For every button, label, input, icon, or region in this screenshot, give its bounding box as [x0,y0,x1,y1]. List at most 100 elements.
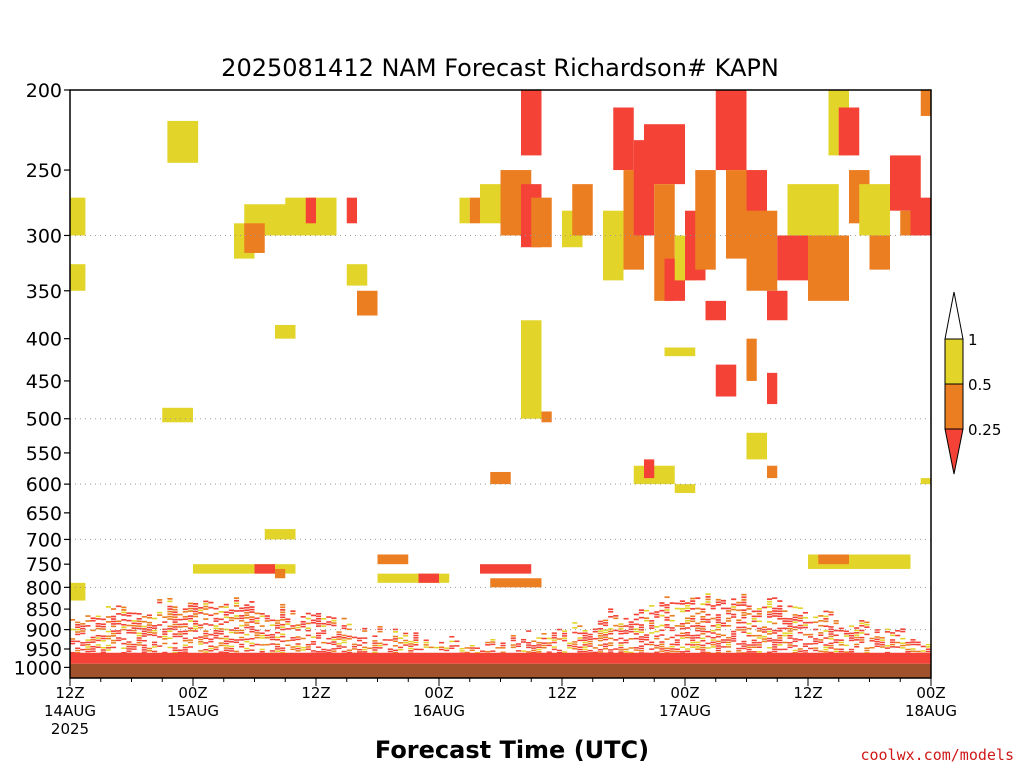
heatmap-cell [859,184,890,236]
low-level-cell [772,648,778,650]
low-level-cell [772,646,778,648]
low-level-cell [802,621,808,624]
low-level-cell [715,598,721,601]
low-level-cell [536,648,542,651]
low-level-cell [439,646,445,649]
low-level-cell [187,629,193,632]
low-level-cell [336,631,342,633]
low-level-cell [223,603,229,606]
low-level-cell [787,641,793,644]
low-level-cell [808,621,814,624]
low-level-cell [777,630,783,632]
low-level-cell [736,626,742,629]
low-level-cell [813,621,819,624]
low-level-cell [280,647,286,649]
low-level-cell [341,646,347,648]
heatmap-cell [767,290,788,321]
low-level-cell [234,597,240,600]
low-level-cell [172,621,178,623]
low-level-cell [182,649,188,651]
low-level-cell [408,643,414,645]
low-level-cell [398,642,404,644]
low-level-cell [787,630,793,632]
low-level-cell [413,641,419,644]
low-level-cell [372,640,378,642]
low-level-cell [85,615,91,617]
low-level-cell [198,650,204,652]
low-level-cell [321,648,327,651]
low-level-cell [828,637,834,640]
low-level-cell [285,628,291,630]
low-level-cell [874,631,880,634]
heatmap-cell [357,290,378,316]
low-level-cell [685,632,691,634]
low-level-cell [603,636,609,638]
low-level-cell [403,639,409,642]
low-level-cell [741,629,747,631]
low-level-cell [234,605,240,607]
low-level-cell [218,632,224,635]
low-level-cell [649,643,655,646]
low-level-cell [572,631,578,634]
low-level-cell [715,635,721,638]
low-level-cell [777,607,783,610]
low-level-cell [362,630,368,632]
low-level-cell [264,617,270,620]
low-level-cell [828,647,834,649]
low-level-cell [731,616,737,618]
low-level-cell [792,626,798,628]
low-level-cell [474,651,480,654]
low-level-cell [418,648,424,651]
low-level-cell [177,618,183,621]
low-level-cell [105,616,111,618]
low-level-cell [715,614,721,616]
low-level-cell [239,617,245,620]
low-level-cell [223,621,229,623]
low-level-cell [864,626,870,628]
low-level-cell [515,643,521,645]
low-level-cell [741,626,747,629]
low-level-cell [75,649,81,652]
low-level-cell [736,647,742,650]
low-level-cell [767,600,773,603]
low-level-cell [879,637,885,639]
low-level-cell [305,646,311,648]
low-level-cell [818,615,824,617]
low-level-cell [111,632,117,635]
low-level-cell [890,641,896,644]
low-level-cell [295,626,301,629]
low-level-cell [854,629,860,632]
low-level-cell [131,612,137,615]
low-level-cell [741,614,747,616]
low-level-cell [720,622,726,625]
low-level-cell [551,637,557,639]
low-level-cell [843,630,849,633]
low-level-cell [767,603,773,606]
low-level-cell [244,647,250,650]
low-level-cell [218,644,224,647]
low-level-cell [100,646,106,649]
low-level-cell [305,612,311,615]
low-level-cell [300,649,306,651]
low-level-cell [654,611,660,613]
low-level-cell [705,595,711,598]
low-level-cell [782,617,788,620]
low-level-cell [111,618,117,620]
low-level-cell [659,648,665,650]
low-level-cell [767,651,773,654]
low-level-cell [787,620,793,623]
low-level-cell [223,642,229,645]
low-level-cell [884,645,890,647]
low-level-cell [490,650,496,652]
low-level-cell [756,630,762,632]
low-level-cell [603,629,609,631]
low-level-cell [146,647,152,650]
low-level-cell [290,646,296,648]
low-level-cell [674,625,680,627]
low-level-cell [644,619,650,622]
low-level-cell [679,602,685,605]
low-level-cell [874,638,880,641]
low-level-cell [751,634,757,637]
low-level-cell [587,640,593,643]
low-level-cell [182,615,188,618]
